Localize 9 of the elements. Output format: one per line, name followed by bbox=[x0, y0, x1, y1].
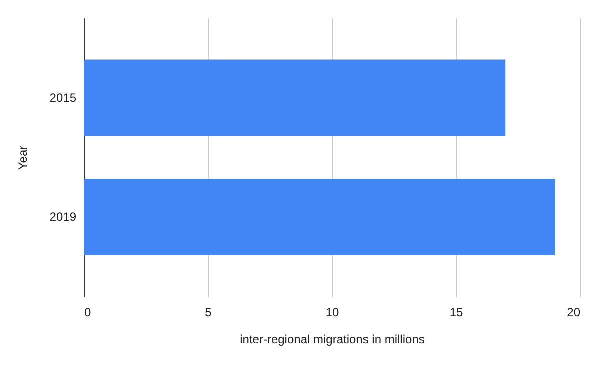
x-tick-label: 5 bbox=[205, 306, 212, 320]
y-tick-label: 2019 bbox=[50, 210, 77, 224]
x-tick-label: 0 bbox=[84, 306, 92, 320]
y-axis-title: Year bbox=[16, 146, 30, 170]
x-tick-label: 10 bbox=[326, 306, 340, 320]
y-tick-label: 2015 bbox=[50, 90, 77, 105]
x-tick-label: 20 bbox=[567, 306, 581, 320]
x-axis-title: inter-regional migrations in millions bbox=[240, 332, 425, 346]
x-tick-label: 15 bbox=[450, 306, 464, 320]
